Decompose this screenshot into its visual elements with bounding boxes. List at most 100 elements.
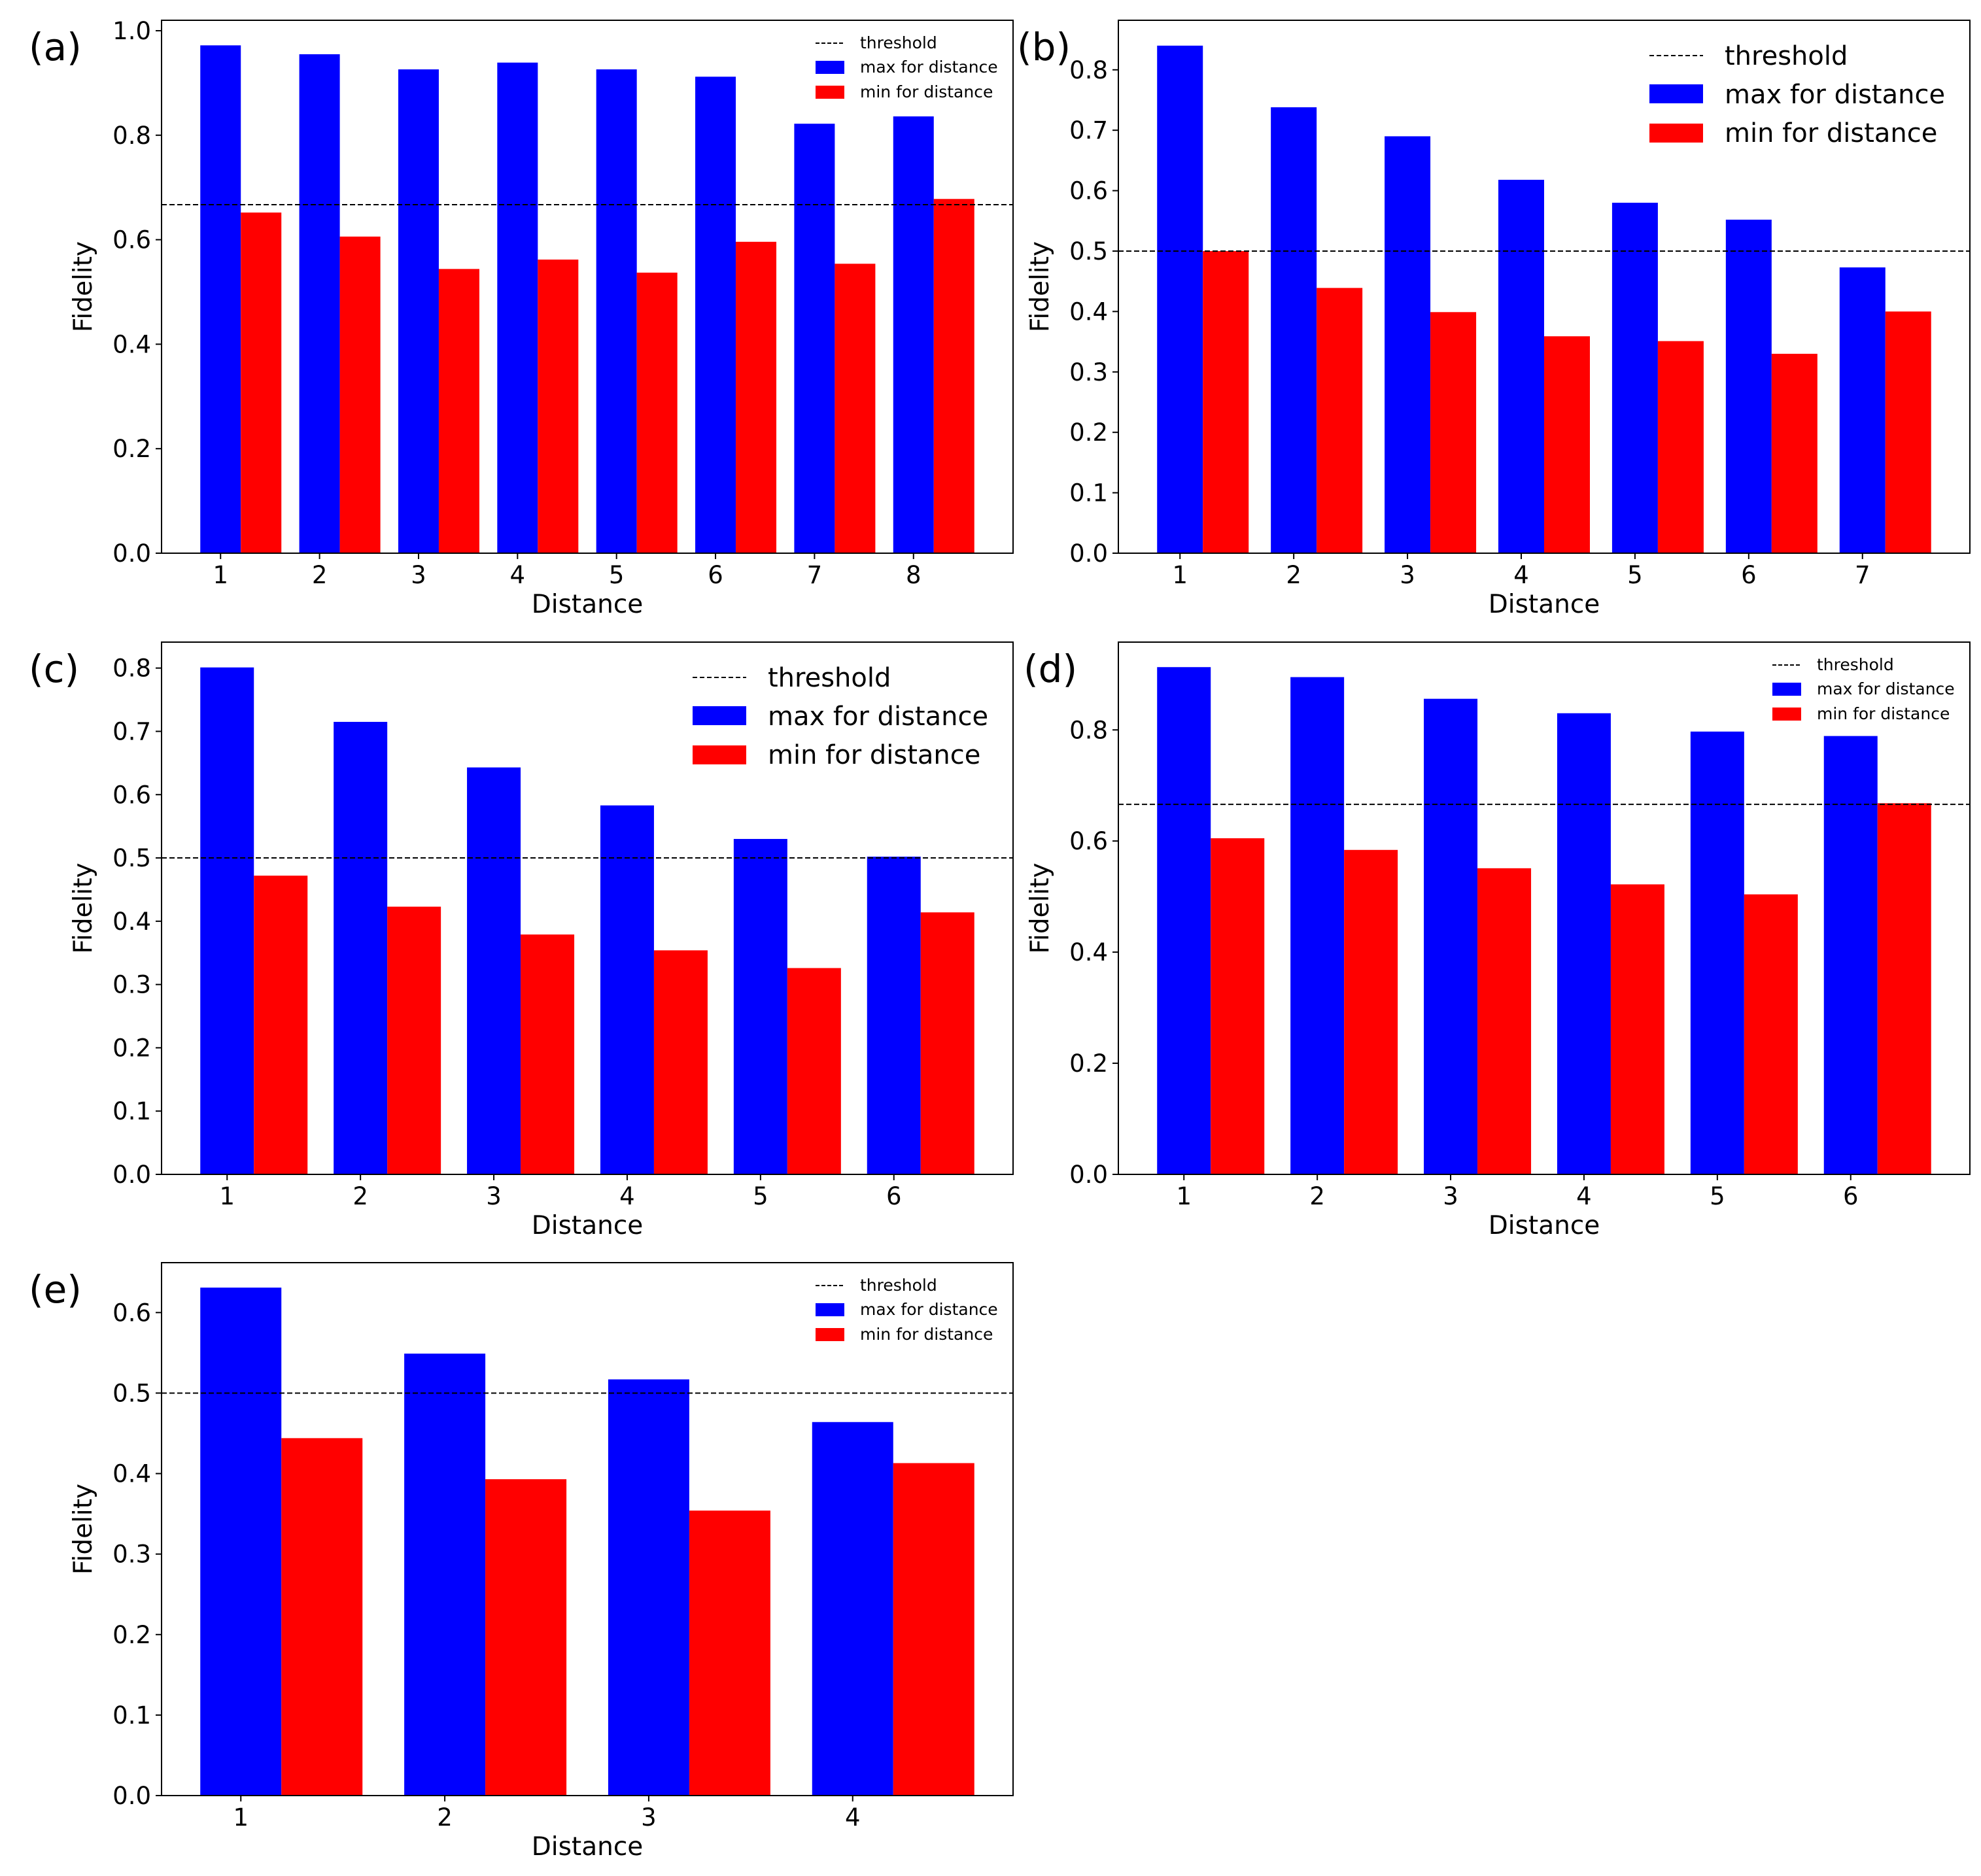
legend-max-swatch: [816, 61, 844, 74]
bar-min-4: [1544, 336, 1590, 553]
y-tick-label: 0.4: [112, 908, 151, 936]
bar-min-1: [241, 213, 282, 554]
bar-min-2: [485, 1479, 567, 1796]
bar-max-3: [1424, 698, 1478, 1174]
y-axis-label: Fidelity: [1025, 862, 1055, 953]
y-tick-label: 0.1: [112, 1097, 151, 1125]
x-tick-label: 2: [1309, 1182, 1325, 1210]
x-tick-label: 1: [233, 1803, 249, 1832]
bar-max-5: [733, 839, 787, 1174]
y-tick-label: 0.6: [1069, 827, 1108, 855]
legend-max-swatch: [816, 1303, 844, 1316]
legend-min-swatch: [816, 1328, 844, 1341]
y-axis-label: Fidelity: [69, 241, 98, 332]
bar-max-1: [200, 45, 241, 553]
y-tick-label: 0.5: [1069, 237, 1108, 265]
bar-max-8: [893, 116, 934, 554]
bar-max-3: [398, 69, 439, 553]
bar-min-4: [653, 950, 708, 1174]
y-tick-label: 0.3: [112, 971, 151, 999]
y-axis-label: Fidelity: [69, 1484, 98, 1575]
x-tick-label: 5: [753, 1182, 768, 1210]
y-axis-label: Fidelity: [1025, 241, 1055, 332]
x-axis-label: Distance: [1489, 1211, 1600, 1240]
legend: threshold max for distance min for distanc…: [816, 33, 998, 101]
y-tick-label: 0.0: [112, 1782, 151, 1810]
x-tick-label: 3: [486, 1182, 502, 1210]
bar-min-7: [1885, 311, 1931, 553]
x-tick-label: 3: [411, 561, 426, 589]
bar-max-6: [1823, 736, 1878, 1174]
x-tick-label: 7: [807, 561, 823, 589]
legend-max-label: max for distance: [1725, 80, 1945, 110]
legend-min-swatch: [693, 745, 746, 764]
bar-max-4: [600, 805, 654, 1174]
x-tick-label: 6: [708, 561, 723, 589]
y-tick-label: 0.6: [1069, 177, 1108, 205]
x-tick-label: 4: [1513, 561, 1529, 589]
panel-label: (b): [1017, 25, 1071, 69]
legend-threshold-label: threshold: [768, 663, 891, 693]
chart-panel-3: (c) 1 2 3 4 5 6 0.0 0.1 0.2 0.3 0.4 0.5 0.6 0.7 0.8 Dist…: [29, 641, 1014, 1240]
chart-panel-1: (a) 1 2 3 4 5 6 7 8 0.0 0.2 0.4 0.6 0.8 1.0 Distance Fid…: [29, 17, 1014, 619]
bar-max-4: [1498, 179, 1544, 554]
y-tick-label: 0.4: [112, 1460, 151, 1488]
legend-min-label: min for distance: [1817, 704, 1950, 723]
y-tick-label: 0.5: [112, 1379, 151, 1407]
y-tick-label: 0.2: [1069, 1049, 1108, 1078]
bar-min-6: [736, 241, 777, 553]
y-tick-label: 0.8: [112, 655, 151, 683]
y-tick-label: 0.6: [112, 1299, 151, 1327]
bar-min-4: [538, 259, 579, 553]
bar-max-5: [1611, 203, 1658, 553]
bar-min-1: [1211, 838, 1265, 1174]
x-tick-label: 3: [641, 1803, 657, 1832]
legend-min-label: min for distance: [1725, 118, 1937, 148]
x-tick-label: 4: [619, 1182, 635, 1210]
panel-label: (a): [29, 25, 82, 69]
y-tick-label: 0.2: [112, 435, 151, 463]
axes-frame: [161, 1262, 1014, 1796]
y-tick-label: 0.3: [112, 1541, 151, 1569]
bar-max-4: [497, 62, 538, 554]
bar-max-1: [1157, 45, 1203, 554]
legend: threshold max for distance min for distanc…: [1649, 41, 1945, 148]
x-tick-label: 2: [437, 1803, 453, 1832]
bar-min-2: [1344, 849, 1398, 1174]
bar-min-1: [254, 876, 308, 1174]
y-tick-label: 0.2: [112, 1034, 151, 1062]
legend-max-swatch: [1649, 84, 1703, 103]
legend: threshold max for distance min for distanc…: [816, 1276, 998, 1344]
bar-min-2: [387, 906, 441, 1174]
bar-min-2: [1317, 288, 1363, 553]
x-axis-label: Distance: [532, 1211, 644, 1240]
bar-min-2: [339, 236, 381, 553]
y-tick-label: 0.4: [1069, 938, 1108, 966]
legend: threshold max for distance min for distanc…: [1772, 655, 1955, 723]
legend-min-label: min for distance: [860, 82, 993, 101]
x-tick-label: 4: [1576, 1182, 1592, 1210]
bar-max-1: [200, 667, 254, 1174]
bar-max-5: [1690, 731, 1744, 1174]
bar-max-1: [200, 1288, 282, 1796]
y-tick-label: 0.0: [1069, 1161, 1108, 1189]
x-tick-label: 2: [353, 1182, 368, 1210]
bar-min-4: [893, 1463, 974, 1796]
bar-min-5: [636, 272, 678, 553]
y-tick-label: 0.7: [1069, 116, 1108, 145]
bar-max-2: [1290, 677, 1345, 1174]
bar-max-2: [334, 721, 388, 1174]
bar-max-2: [299, 54, 340, 553]
bar-max-4: [1557, 713, 1611, 1174]
x-tick-label: 8: [906, 561, 922, 589]
axes-frame: [1118, 641, 1971, 1175]
y-tick-label: 0.6: [112, 781, 151, 809]
x-tick-label: 1: [1172, 561, 1188, 589]
legend-min-swatch: [1772, 708, 1801, 721]
x-tick-label: 1: [219, 1182, 235, 1210]
x-tick-label: 4: [845, 1803, 861, 1832]
bar-min-4: [1610, 884, 1664, 1174]
bar-max-2: [404, 1354, 486, 1796]
